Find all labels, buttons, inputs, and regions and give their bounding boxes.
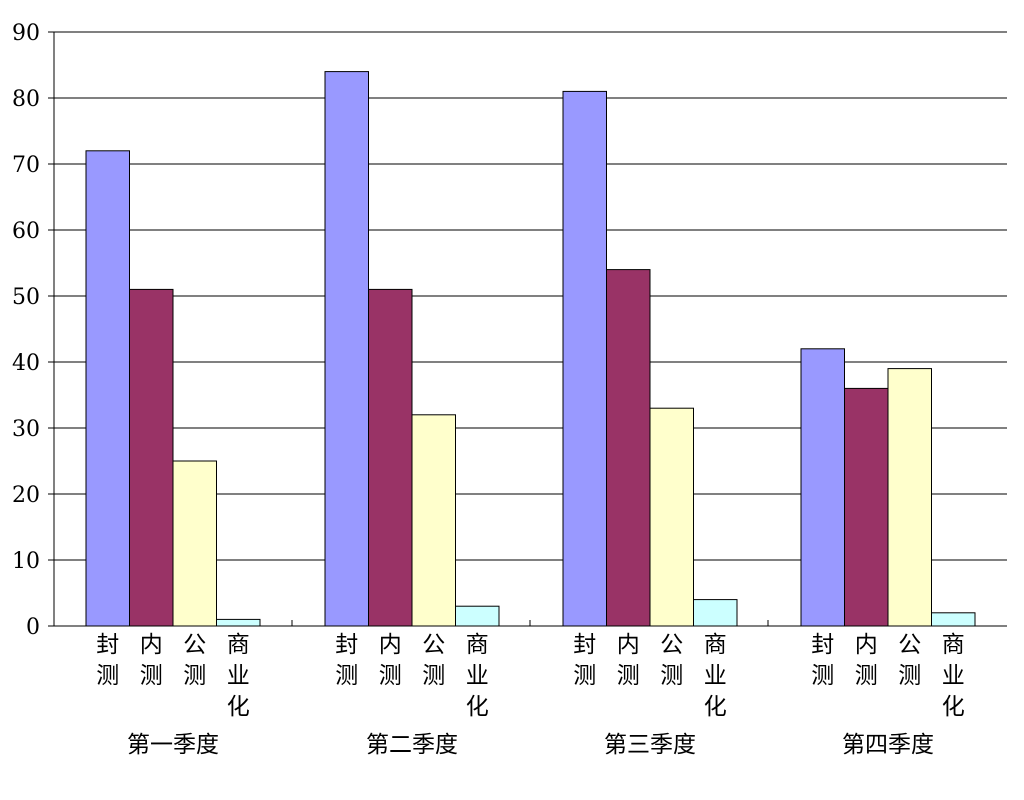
bar-label-char: 化 — [704, 694, 727, 720]
bar-封测-第三季度 — [562, 90, 607, 627]
bar-label-char: 业 — [227, 663, 250, 689]
y-tick-label: 90 — [12, 21, 40, 46]
bars — [85, 71, 976, 627]
bar-商业化-第三季度 — [693, 599, 738, 627]
bar-label-char: 业 — [466, 663, 489, 689]
bar-label-char: 测 — [898, 663, 921, 689]
bar-公测-第二季度 — [411, 414, 456, 627]
bar-label-char: 公 — [422, 632, 445, 658]
bar-label-char: 化 — [227, 694, 250, 720]
bar-label-char: 测 — [573, 663, 596, 689]
labels: 0102030405060708090封测内测公测商业化第一季度封测内测公测商业… — [12, 21, 965, 758]
bar-label-char: 商 — [466, 632, 489, 658]
axes — [48, 31, 1007, 627]
bar-label-char: 化 — [942, 694, 965, 720]
y-tick-label: 10 — [12, 549, 40, 574]
bar-label-char: 测 — [379, 663, 402, 689]
bar-label-char: 测 — [811, 663, 834, 689]
bar-label-char: 测 — [422, 663, 445, 689]
bar-label-char: 封 — [96, 632, 119, 658]
bar-公测-第四季度 — [887, 368, 932, 627]
bar-label-char: 测 — [183, 663, 206, 689]
bar-label-char: 测 — [660, 663, 683, 689]
bar-label-char: 封 — [573, 632, 596, 658]
bar-label-char: 业 — [942, 663, 965, 689]
bar-label-char: 商 — [227, 632, 250, 658]
bar-封测-第二季度 — [324, 71, 369, 627]
bar-label-char: 内 — [855, 632, 878, 658]
bar-label-char: 测 — [855, 663, 878, 689]
bar-label-char: 业 — [704, 663, 727, 689]
bar-label-char: 内 — [617, 632, 640, 658]
category-label: 第四季度 — [842, 732, 934, 758]
bar-label-char: 测 — [96, 663, 119, 689]
bar-label-char: 商 — [704, 632, 727, 658]
bar-商业化-第二季度 — [455, 605, 500, 627]
y-tick-label: 60 — [12, 219, 40, 244]
bar-内测-第一季度 — [129, 288, 174, 627]
bar-商业化-第四季度 — [931, 612, 976, 627]
y-tick-label: 20 — [12, 483, 40, 508]
bar-商业化-第一季度 — [216, 618, 261, 627]
bar-label-char: 公 — [183, 632, 206, 658]
bar-label-char: 测 — [617, 663, 640, 689]
bar-label-char: 内 — [140, 632, 163, 658]
y-tick-label: 80 — [12, 87, 40, 112]
category-label: 第三季度 — [604, 732, 696, 758]
bar-label-char: 封 — [811, 632, 834, 658]
category-label: 第一季度 — [127, 732, 219, 758]
bar-公测-第三季度 — [649, 407, 694, 627]
y-tick-label: 50 — [12, 285, 40, 310]
y-tick-label: 0 — [26, 615, 40, 640]
bar-封测-第四季度 — [800, 348, 845, 627]
bar-label-char: 化 — [466, 694, 489, 720]
bar-内测-第二季度 — [368, 288, 413, 627]
bar-内测-第四季度 — [844, 387, 889, 627]
y-tick-label: 70 — [12, 153, 40, 178]
bar-label-char: 商 — [942, 632, 965, 658]
bar-label-char: 内 — [379, 632, 402, 658]
bar-label-char: 公 — [660, 632, 683, 658]
bar-label-char: 公 — [898, 632, 921, 658]
bar-公测-第一季度 — [172, 460, 217, 627]
y-tick-label: 40 — [12, 351, 40, 376]
category-label: 第二季度 — [366, 732, 458, 758]
bar-内测-第三季度 — [606, 269, 651, 627]
bar-label-char: 封 — [335, 632, 358, 658]
bar-label-char: 测 — [335, 663, 358, 689]
bar-封测-第一季度 — [85, 150, 130, 627]
bar-label-char: 测 — [140, 663, 163, 689]
y-tick-label: 30 — [12, 417, 40, 442]
